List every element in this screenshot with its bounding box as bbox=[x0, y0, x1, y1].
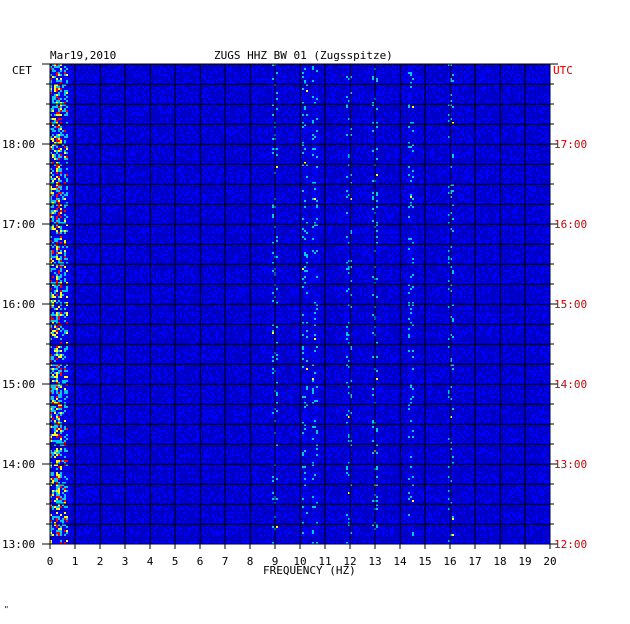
date-label: Mar19,2010 bbox=[50, 49, 117, 62]
x-tick-label: 13 bbox=[368, 555, 381, 568]
station-label: ZUGS HHZ BW 01 (Zugsspitze) bbox=[214, 49, 393, 62]
utc-tick-label: 14:00 bbox=[554, 378, 587, 391]
cet-tick-label: 17:00 bbox=[2, 218, 35, 231]
x-tick-label: 12 bbox=[343, 555, 356, 568]
x-tick-label: 1 bbox=[72, 555, 79, 568]
x-tick-label: 5 bbox=[172, 555, 179, 568]
plot-frame bbox=[49, 63, 551, 545]
utc-tick-label: 17:00 bbox=[554, 138, 587, 151]
x-tick-label: 19 bbox=[518, 555, 531, 568]
cet-tick-label: 18:00 bbox=[2, 138, 35, 151]
x-tick-label: 6 bbox=[197, 555, 204, 568]
x-tick-label: 0 bbox=[47, 555, 54, 568]
cet-tick-label: 13:00 bbox=[2, 538, 35, 551]
x-tick-label: 15 bbox=[418, 555, 431, 568]
cet-tick-label: 15:00 bbox=[2, 378, 35, 391]
utc-tick-label: 12:00 bbox=[554, 538, 587, 551]
cet-tick-label: 16:00 bbox=[2, 298, 35, 311]
x-tick-label: 16 bbox=[443, 555, 456, 568]
x-tick-label: 10 bbox=[293, 555, 306, 568]
x-tick-label: 11 bbox=[318, 555, 331, 568]
x-tick-label: 20 bbox=[543, 555, 556, 568]
utc-tick-label: 16:00 bbox=[554, 218, 587, 231]
x-tick-label: 7 bbox=[222, 555, 229, 568]
x-tick-label: 9 bbox=[272, 555, 279, 568]
x-tick-label: 2 bbox=[97, 555, 104, 568]
utc-tick-label: 15:00 bbox=[554, 298, 587, 311]
x-tick-label: 8 bbox=[247, 555, 254, 568]
x-tick-label: 17 bbox=[468, 555, 481, 568]
x-tick-label: 14 bbox=[393, 555, 407, 568]
corner-mark: " bbox=[4, 605, 9, 614]
cet-label: CET bbox=[12, 64, 32, 77]
x-axis-title: FREQUENCY (HZ) bbox=[263, 564, 356, 577]
x-tick-label: 3 bbox=[122, 555, 129, 568]
x-tick-label: 4 bbox=[147, 555, 154, 568]
utc-label: UTC bbox=[553, 64, 573, 77]
utc-tick-label: 13:00 bbox=[554, 458, 587, 471]
cet-tick-label: 14:00 bbox=[2, 458, 35, 471]
x-tick-label: 18 bbox=[493, 555, 506, 568]
